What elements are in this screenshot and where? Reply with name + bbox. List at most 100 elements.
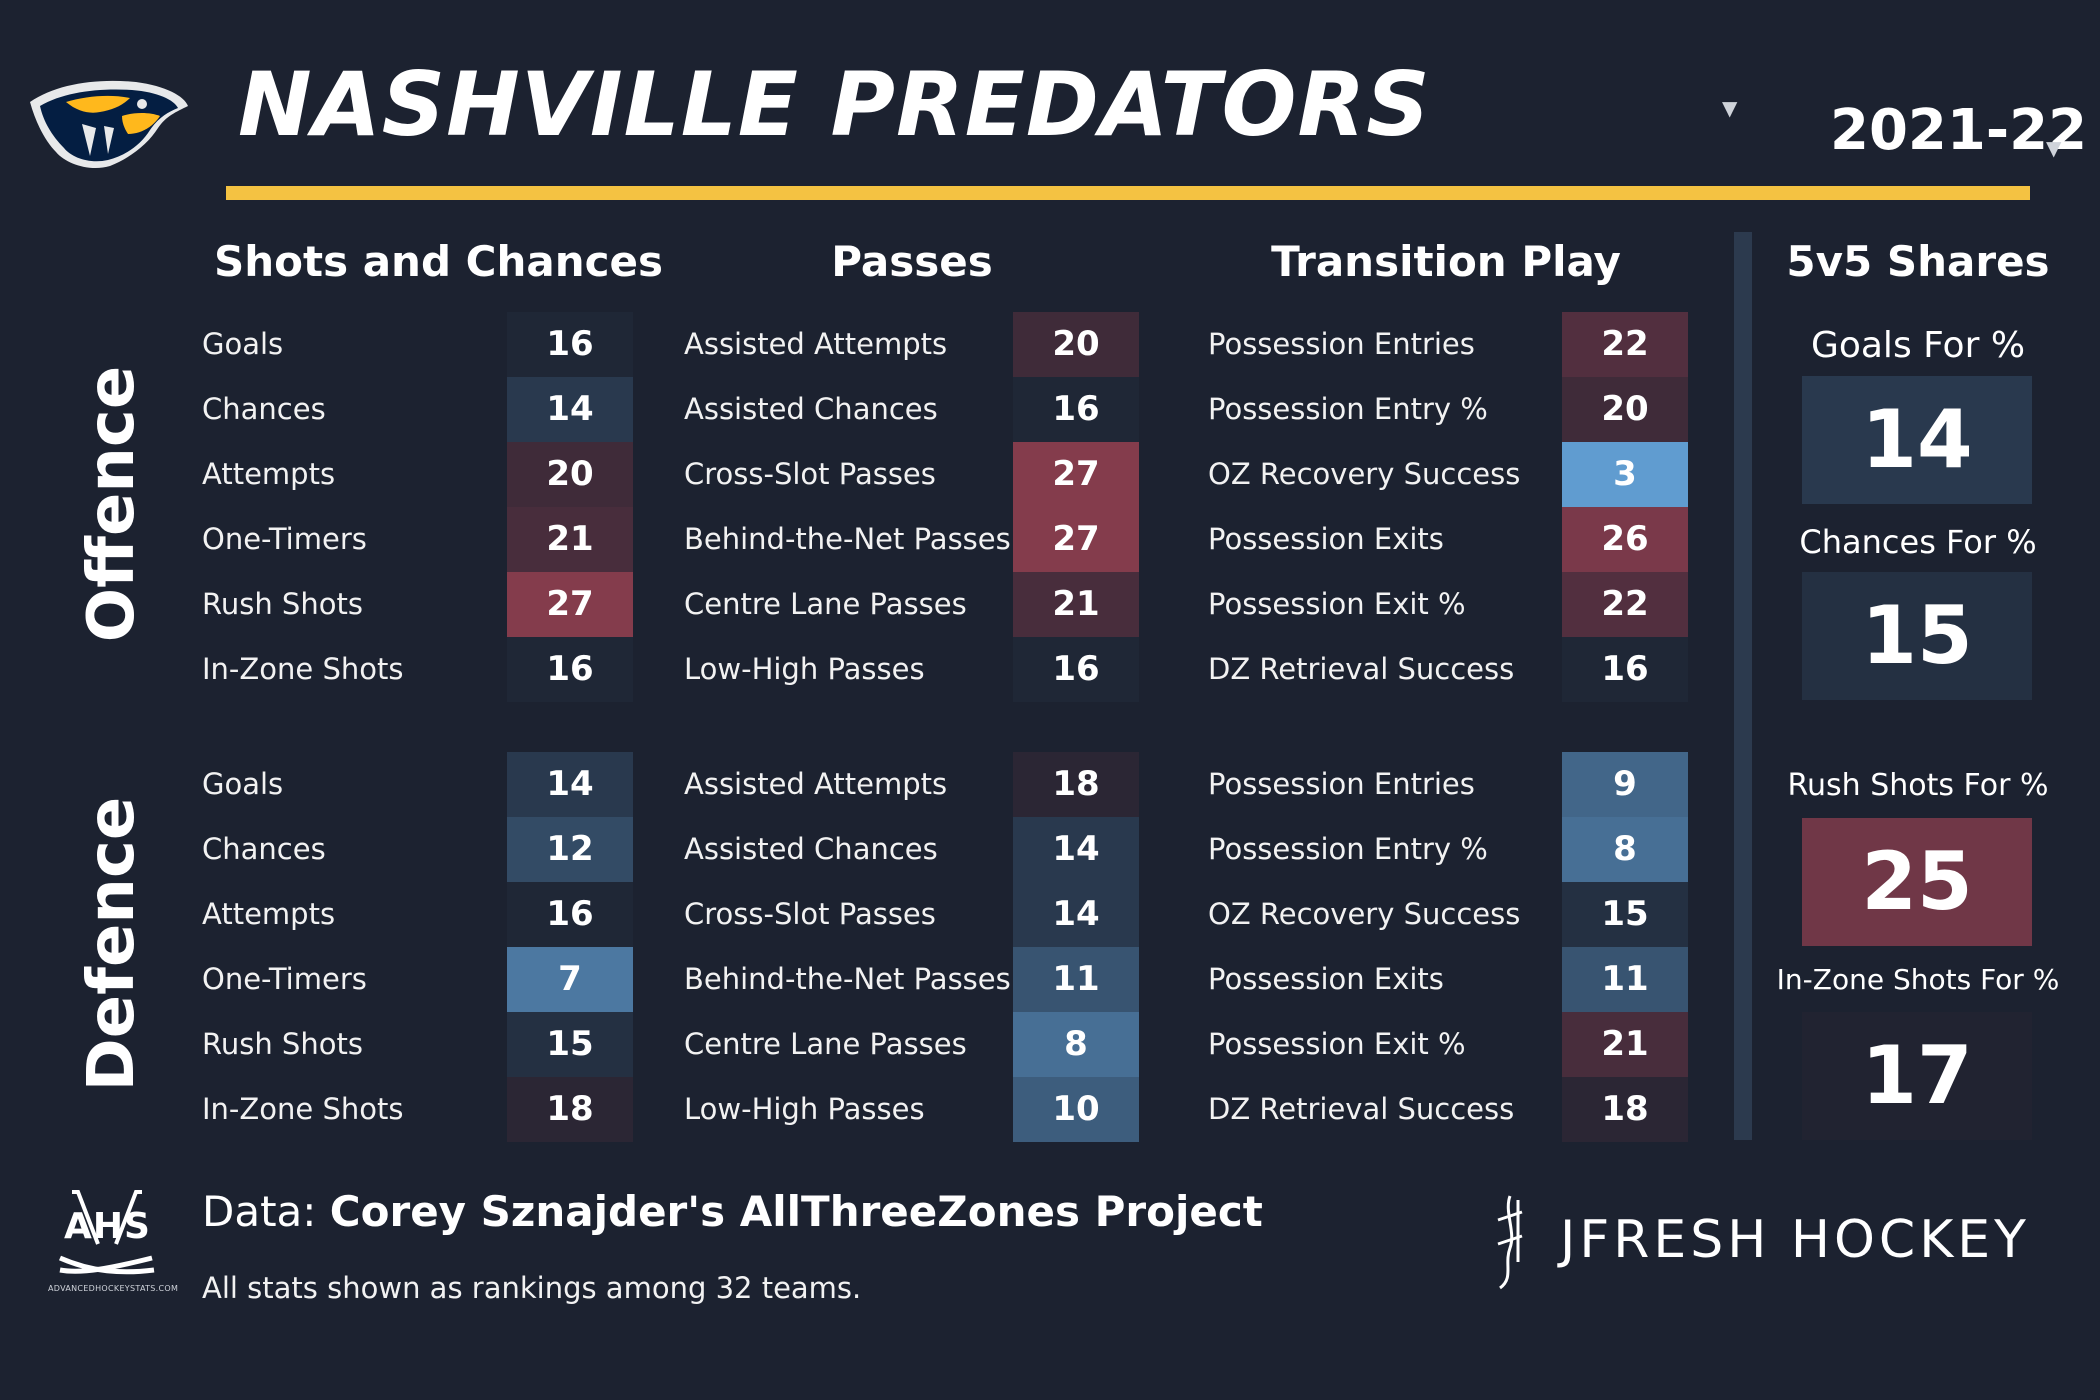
rankings-note: All stats shown as rankings among 32 tea… (202, 1271, 862, 1305)
metric-label: Chances (202, 392, 326, 426)
metric-label: Possession Entries (1208, 327, 1475, 361)
share-label: Rush Shots For % (1787, 768, 2049, 803)
rank-cell: 16 (507, 882, 633, 947)
ahs-logo (52, 1188, 162, 1280)
rank-cell: 14 (1013, 882, 1139, 947)
column-divider (1734, 232, 1752, 1140)
share-value: 25 (1802, 818, 2032, 946)
rank-cell: 18 (1013, 752, 1139, 817)
rank-cell: 21 (507, 507, 633, 572)
rank-cell: 12 (507, 817, 633, 882)
metric-label: DZ Retrieval Success (1208, 1092, 1515, 1126)
brand-name: JFRESH HOCKEY (1560, 1210, 2030, 1270)
season-label[interactable]: 2021-22 (1830, 98, 2088, 163)
group-label-offence: Offence (75, 365, 149, 643)
share-label: In-Zone Shots For % (1776, 963, 2060, 996)
rank-cell: 20 (1562, 377, 1688, 442)
rank-cell: 22 (1562, 312, 1688, 377)
share-value: 17 (1802, 1012, 2032, 1140)
section-header-shares: 5v5 Shares (1786, 237, 2050, 286)
caret-down-icon[interactable]: ▼ (1722, 96, 1738, 120)
rank-cell: 10 (1013, 1077, 1139, 1142)
metric-label: One-Timers (202, 522, 367, 556)
metric-label: Low-High Passes (684, 652, 925, 686)
group-label-defence: Defence (75, 796, 149, 1092)
rank-cell: 18 (1562, 1077, 1688, 1142)
metric-label: Rush Shots (202, 587, 363, 621)
metric-label: Assisted Attempts (684, 327, 948, 361)
metric-label: Possession Entry % (1208, 832, 1488, 866)
rank-cell: 11 (1013, 947, 1139, 1012)
rank-cell: 16 (507, 637, 633, 702)
metric-label: One-Timers (202, 962, 367, 996)
rank-cell: 20 (507, 442, 633, 507)
share-label: Goals For % (1810, 325, 2026, 366)
team-title: NASHVILLE PREDATORS (238, 53, 1431, 156)
share-value: 14 (1802, 376, 2032, 504)
ahs-url: ADVANCEDHOCKEYSTATS.COM (48, 1284, 179, 1293)
caret-down-icon[interactable]: ▼ (2046, 136, 2062, 160)
rank-cell: 16 (507, 312, 633, 377)
metric-label: Possession Exit % (1208, 587, 1466, 621)
metric-label: Assisted Chances (684, 832, 938, 866)
jfresh-logo-icon (1488, 1192, 1532, 1292)
rank-cell: 15 (1562, 882, 1688, 947)
metric-label: Attempts (202, 897, 336, 931)
metric-label: Possession Entries (1208, 767, 1475, 801)
metric-label: Goals (202, 327, 284, 361)
rank-cell: 14 (507, 377, 633, 442)
rank-cell: 27 (1013, 507, 1139, 572)
rank-cell: 22 (1562, 572, 1688, 637)
rank-cell: 8 (1562, 817, 1688, 882)
metric-label: OZ Recovery Success (1208, 457, 1521, 491)
section-header-shots: Shots and Chances (214, 237, 663, 286)
rank-cell: 18 (507, 1077, 633, 1142)
metric-label: Possession Exits (1208, 522, 1444, 556)
metric-label: Low-High Passes (684, 1092, 925, 1126)
rank-cell: 26 (1562, 507, 1688, 572)
metric-label: OZ Recovery Success (1208, 897, 1521, 931)
metric-label: Assisted Attempts (684, 767, 948, 801)
metric-label: Possession Entry % (1208, 392, 1488, 426)
rank-cell: 14 (507, 752, 633, 817)
rank-cell: 7 (507, 947, 633, 1012)
rank-cell: 16 (1013, 377, 1139, 442)
rank-cell: 16 (1562, 637, 1688, 702)
rank-cell: 21 (1562, 1012, 1688, 1077)
metric-label: Behind-the-Net Passes (684, 962, 1011, 996)
rank-cell: 9 (1562, 752, 1688, 817)
metric-label: Attempts (202, 457, 336, 491)
metric-label: Behind-the-Net Passes (684, 522, 1011, 556)
rank-cell: 15 (507, 1012, 633, 1077)
team-logo (26, 72, 192, 172)
rank-cell: 14 (1013, 817, 1139, 882)
rank-cell: 3 (1562, 442, 1688, 507)
metric-label: Assisted Chances (684, 392, 938, 426)
metric-label: Rush Shots (202, 1027, 363, 1061)
metric-label: Cross-Slot Passes (684, 897, 936, 931)
title-underline (226, 186, 2030, 200)
section-header-transition: Transition Play (1271, 237, 1621, 286)
metric-label: In-Zone Shots (202, 652, 404, 686)
metric-label: Possession Exit % (1208, 1027, 1466, 1061)
metric-label: Goals (202, 767, 284, 801)
metric-label: DZ Retrieval Success (1208, 652, 1515, 686)
metric-label: Possession Exits (1208, 962, 1444, 996)
rank-cell: 21 (1013, 572, 1139, 637)
metric-label: Centre Lane Passes (684, 1027, 967, 1061)
rank-cell: 8 (1013, 1012, 1139, 1077)
metric-label: Chances (202, 832, 326, 866)
share-label: Chances For % (1799, 523, 2037, 561)
data-prefix: Data: (202, 1187, 330, 1236)
metric-label: Cross-Slot Passes (684, 457, 936, 491)
rank-cell: 27 (1013, 442, 1139, 507)
ahs-logo-text: AHS (64, 1206, 151, 1247)
rank-cell: 16 (1013, 637, 1139, 702)
metric-label: Centre Lane Passes (684, 587, 967, 621)
data-credit: Data: Corey Sznajder's AllThreeZones Pro… (202, 1186, 1263, 1238)
section-header-passes: Passes (831, 237, 993, 286)
rank-cell: 11 (1562, 947, 1688, 1012)
data-source: Corey Sznajder's AllThreeZones Project (329, 1187, 1263, 1236)
metric-label: In-Zone Shots (202, 1092, 404, 1126)
share-value: 15 (1802, 572, 2032, 700)
